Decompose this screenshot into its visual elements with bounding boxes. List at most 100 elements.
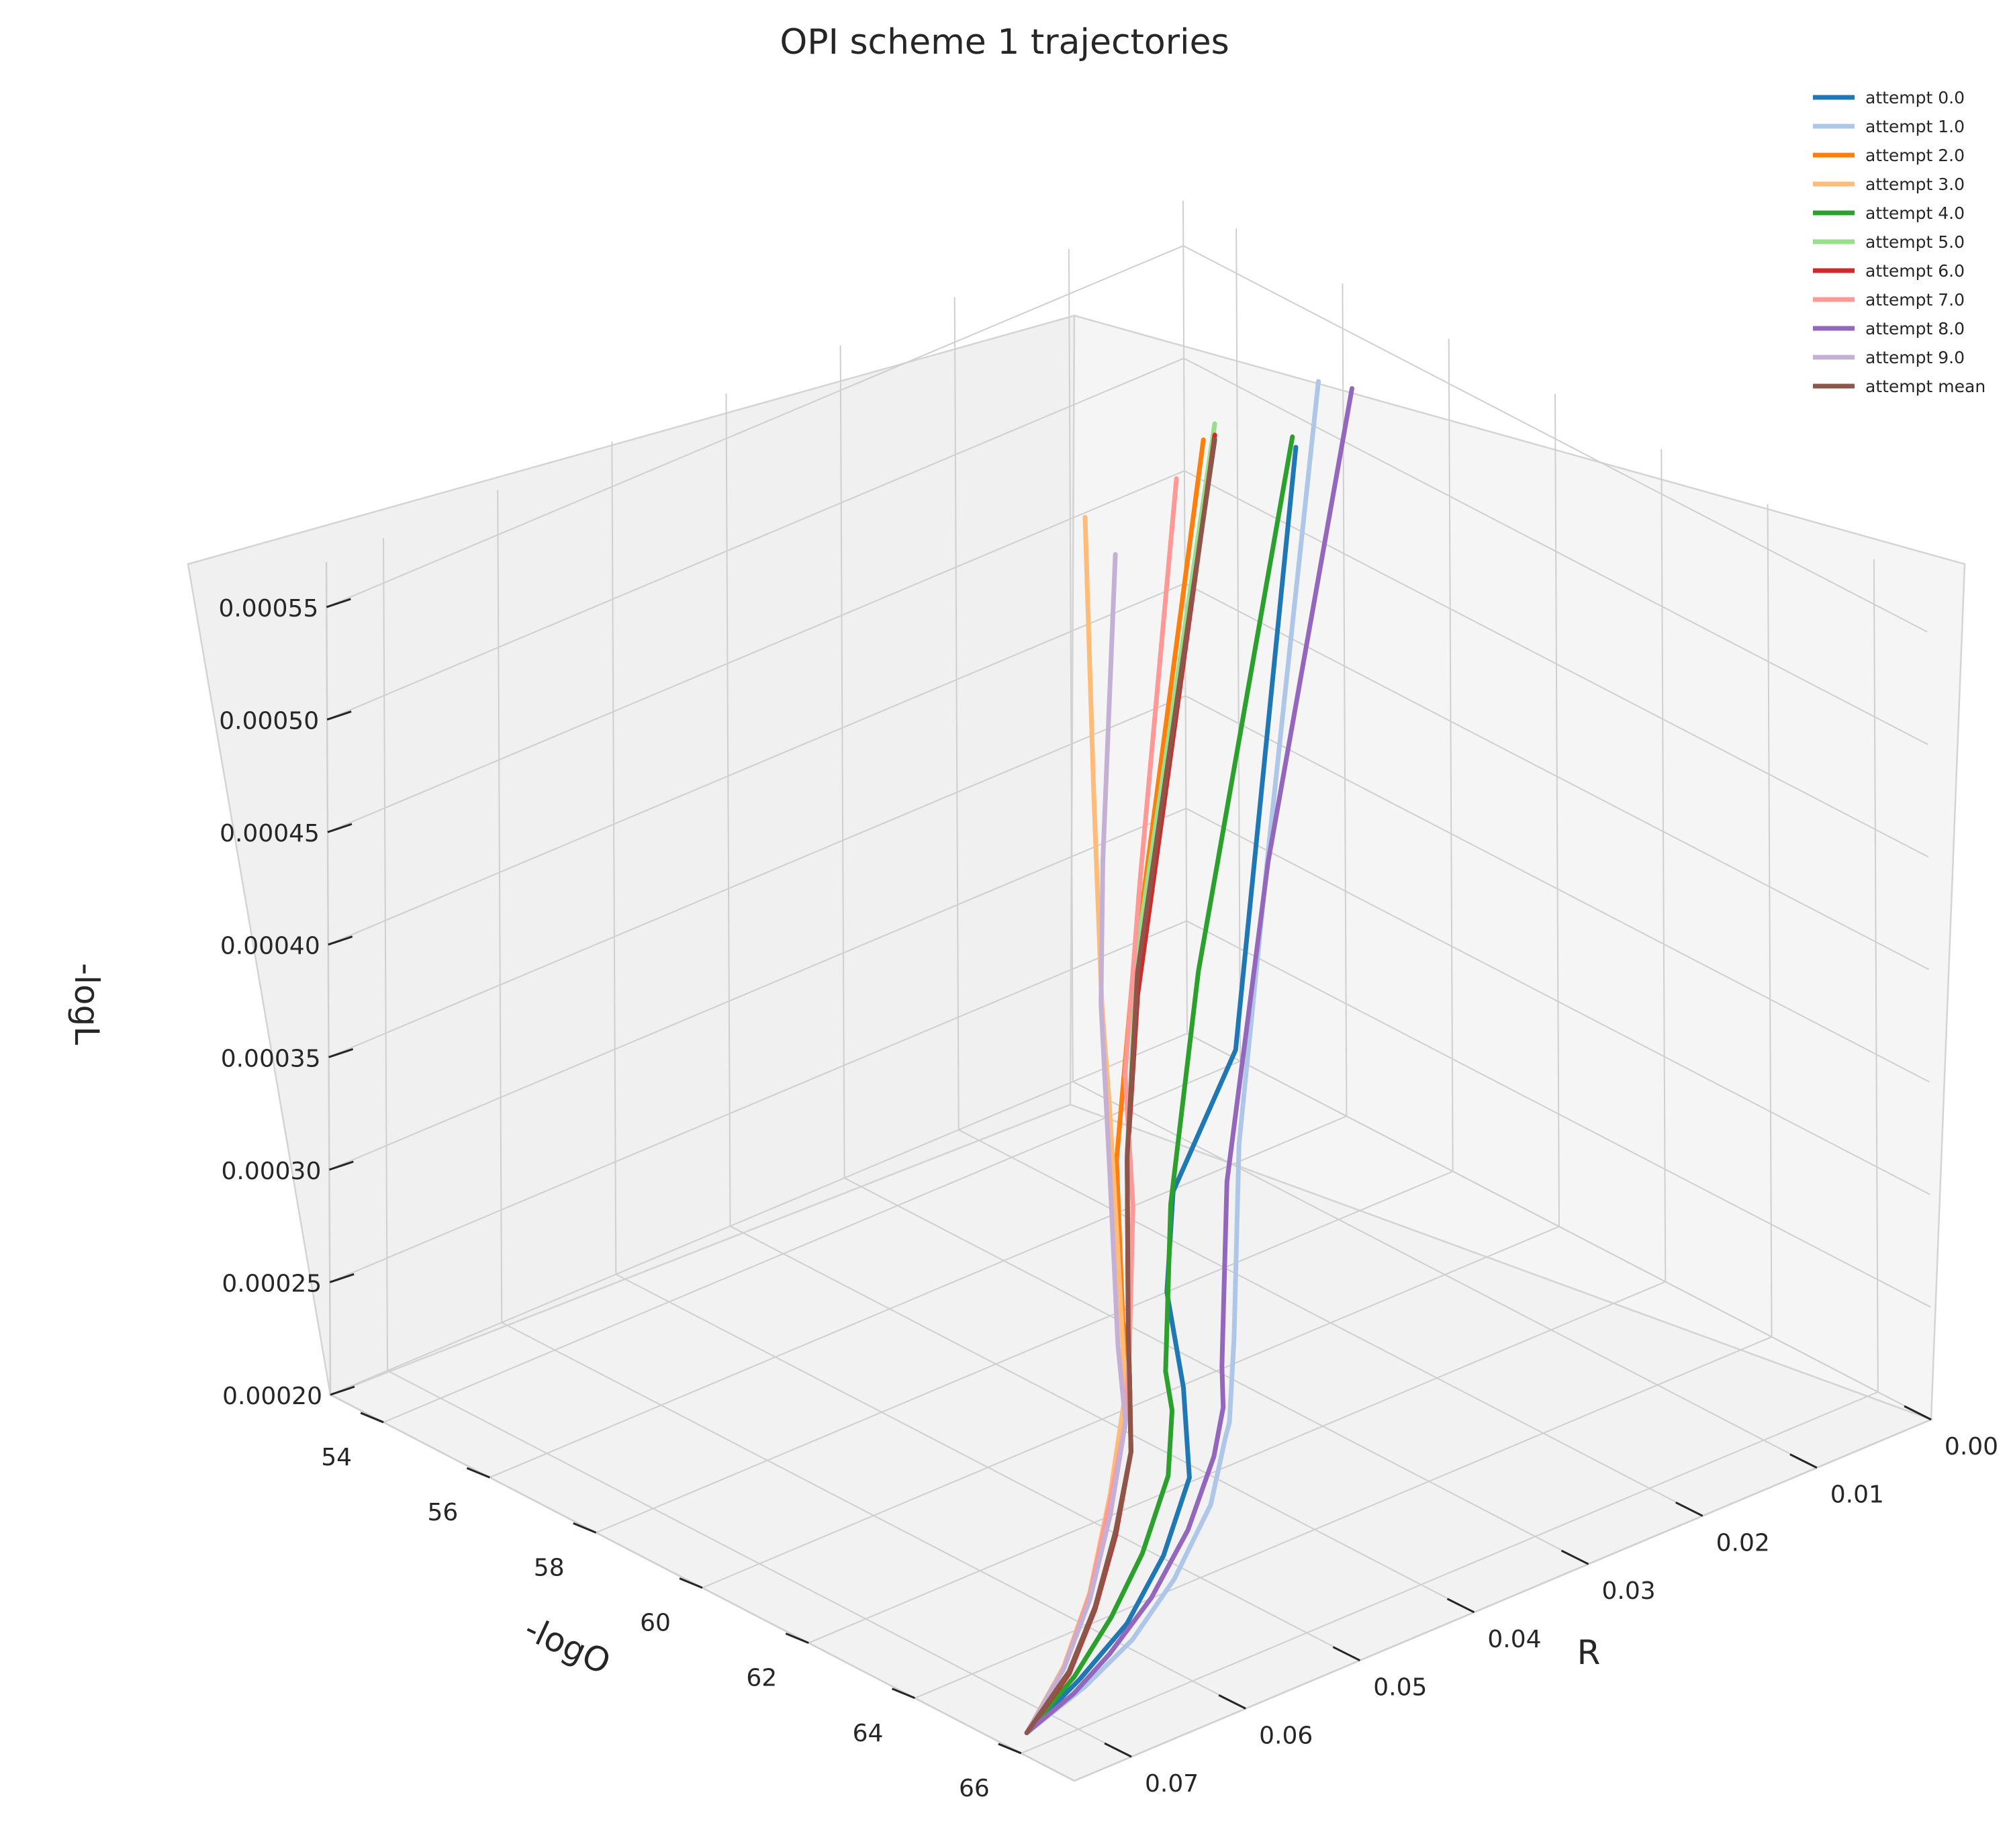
- y-tick-label: 0.02: [1716, 1529, 1770, 1557]
- grid-line-z-left-wall: [1184, 470, 1929, 858]
- x-tick-label: 56: [428, 1499, 459, 1526]
- grid-line-z-right-wall: [327, 470, 1185, 833]
- legend-entry: attempt 9.0: [1865, 348, 1965, 367]
- grid-line-z-left-wall: [1185, 807, 1930, 1195]
- grid-line-z-left-wall: [1183, 357, 1928, 745]
- legend-entry: attempt 6.0: [1865, 261, 1965, 281]
- series-lines: [1024, 379, 1354, 1735]
- y-tick-label: 0.07: [1145, 1770, 1199, 1798]
- grid-line-z-left-wall: [1185, 695, 1930, 1083]
- grid-line-y-wall: [953, 297, 960, 1130]
- z-tick-mark: [329, 1273, 355, 1283]
- grid-line-z-left-wall: [1184, 582, 1930, 970]
- legend-entry: attempt 8.0: [1865, 319, 1965, 338]
- grid-line-y-floor: [501, 1322, 1246, 1710]
- y-tick-label: 0.06: [1259, 1722, 1313, 1749]
- x-tick-mark: [892, 1688, 916, 1700]
- z-tick-mark: [327, 823, 353, 833]
- grid-line-x-floor: [596, 1170, 1454, 1534]
- grid-line-y-floor: [1072, 1080, 1818, 1469]
- z-tick-label: 0.00030: [222, 1158, 322, 1185]
- legend-entry: attempt 1.0: [1865, 117, 1965, 136]
- x-tick-label: 58: [534, 1554, 565, 1581]
- z-tick-label: 0.00055: [218, 595, 318, 622]
- legend: attempt 0.0 attempt 1.0 attempt 2.0 attempt…: [1813, 88, 1985, 396]
- grid-line-y-floor: [958, 1129, 1703, 1517]
- grid-line-y-floor: [730, 1226, 1475, 1613]
- x-tick-mark: [573, 1522, 597, 1534]
- x-tick-mark: [998, 1743, 1022, 1755]
- grid-line-x-floor: [915, 1336, 1772, 1699]
- z-tick-mark: [328, 1160, 354, 1171]
- y-tick-mark: [1675, 1502, 1703, 1517]
- legend-entry: attempt mean: [1865, 377, 1985, 396]
- x-tick-label: 60: [640, 1610, 671, 1637]
- grid-line-y-wall: [1068, 248, 1074, 1082]
- legend-entry: attempt 5.0: [1865, 232, 1965, 252]
- grid-line-y-wall: [839, 345, 845, 1179]
- grid-line-x-floor: [808, 1281, 1666, 1644]
- z-tick-label: 0.00045: [220, 820, 320, 847]
- y-tick-label: 0.01: [1830, 1481, 1884, 1509]
- grid-line-x-wall: [1235, 228, 1242, 1062]
- z-axis-line: [325, 561, 332, 1395]
- grid-line-z-left-wall: [1182, 245, 1928, 633]
- x-tick-label: 66: [959, 1775, 990, 1802]
- chart-title: OPI scheme 1 trajectories: [780, 22, 1229, 62]
- x-tick-label: 64: [853, 1720, 884, 1747]
- grid-line-z-right-wall: [330, 1033, 1188, 1395]
- series-line-1: [1024, 379, 1321, 1735]
- x-tick-mark: [785, 1632, 809, 1645]
- grid-line-x-wall: [1767, 504, 1773, 1337]
- series-line-4: [1024, 434, 1295, 1735]
- grid-line-z-right-wall: [326, 357, 1184, 721]
- grid-line-x-wall: [1342, 283, 1348, 1117]
- z-tick-label: 0.00050: [219, 708, 319, 735]
- z-axis-ticks: 0.00020 0.00025 0.00030 0.00035 0.00040 0.000…: [218, 595, 355, 1410]
- x-tick-label: 54: [321, 1444, 352, 1471]
- z-tick-mark: [328, 935, 353, 946]
- z-tick-label: 0.00040: [220, 933, 320, 960]
- grid-line-z-right-wall: [328, 807, 1186, 1170]
- legend-entry: attempt 2.0: [1865, 146, 1965, 165]
- x-tick-mark: [360, 1412, 384, 1424]
- grid-line-x-wall: [1873, 559, 1879, 1392]
- legend-entry: attempt 0.0: [1865, 88, 1965, 107]
- grid-line-y-floor: [615, 1273, 1360, 1661]
- z-tick-mark: [326, 710, 352, 721]
- series-line-10: [1024, 437, 1217, 1735]
- z-axis-label: -logL: [67, 963, 106, 1045]
- legend-entry: attempt 4.0: [1865, 203, 1965, 223]
- grid-line-x-wall: [1448, 338, 1454, 1172]
- grid-line-x-wall: [1661, 449, 1667, 1282]
- grid-line-z-right-wall: [328, 695, 1186, 1058]
- grid-line-x-wall: [1554, 394, 1560, 1227]
- y-axis-ticks: 0.00 0.01 0.02 0.03 0.04 0.05 0.06 0.07: [1104, 1405, 1998, 1798]
- y-axis-label: R: [1577, 1633, 1601, 1672]
- y-tick-label: 0.00: [1945, 1433, 1998, 1461]
- y-tick-mark: [1446, 1598, 1475, 1614]
- y-tick-mark: [1218, 1694, 1246, 1710]
- grid-line-z-left-wall: [1186, 1033, 1932, 1420]
- x-tick-label: 62: [746, 1665, 777, 1692]
- z-tick-label: 0.00025: [222, 1270, 322, 1297]
- z-tick-mark: [328, 1048, 354, 1058]
- series-line-0: [1024, 445, 1299, 1735]
- y-tick-mark: [1560, 1549, 1589, 1565]
- y-tick-mark: [1904, 1405, 1932, 1421]
- grid-line-y-floor: [387, 1370, 1132, 1758]
- grid-line-y-wall: [497, 490, 503, 1323]
- grid-line-y-floor: [844, 1177, 1589, 1565]
- grid-line-y-wall: [383, 538, 389, 1371]
- y-tick-label: 0.03: [1602, 1577, 1656, 1605]
- grid-line-z-right-wall: [329, 920, 1187, 1283]
- grid-line-z-left-wall: [1186, 920, 1931, 1308]
- legend-entry: attempt 7.0: [1865, 290, 1965, 310]
- y-tick-mark: [1789, 1453, 1818, 1469]
- y-axis-line: [1074, 1418, 1932, 1782]
- grid-lines: [326, 200, 1932, 1758]
- grid-line-z-right-wall: [328, 582, 1186, 945]
- x-axis-ticks: 54 56 58 60 62 64 66: [321, 1412, 1022, 1802]
